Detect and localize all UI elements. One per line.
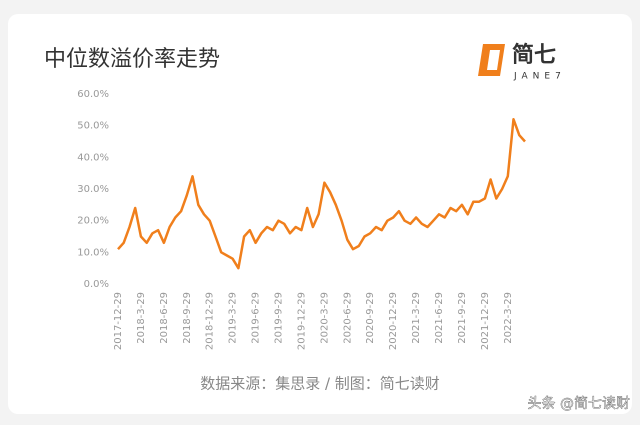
x-tick-label: 2019-6-29 — [251, 292, 262, 344]
y-tick-label: 50.0% — [77, 121, 109, 132]
x-tick-label: 2018-3-29 — [136, 292, 147, 344]
watermark: 头条 @简七读财 — [528, 395, 630, 412]
data-line — [117, 118, 526, 270]
chart-title: 中位数溢价率走势 — [44, 47, 220, 72]
y-tick-label: 10.0% — [77, 247, 109, 258]
x-tick-label: 2019-3-29 — [228, 292, 239, 344]
x-tick-label: 2020-9-29 — [365, 292, 376, 344]
x-tick-label: 2021-6-29 — [434, 292, 445, 344]
x-tick-label: 2018-12-29 — [205, 292, 216, 350]
y-tick-label: 40.0% — [77, 152, 109, 163]
x-tick-label: 2021-9-29 — [457, 292, 468, 344]
card — [8, 14, 632, 414]
x-tick-label: 2019-12-29 — [296, 292, 307, 350]
y-tick-label: 30.0% — [77, 184, 109, 195]
x-tick-label: 2020-6-29 — [342, 292, 353, 344]
logo-text: 简七 — [512, 42, 556, 68]
x-tick-label: 2022-3-29 — [503, 292, 514, 344]
x-tick-label: 2018-6-29 — [159, 292, 170, 344]
x-tick-label: 2019-9-29 — [274, 292, 285, 344]
logo-subtext: JANE7 — [513, 72, 566, 82]
y-tick-label: 0.0% — [84, 279, 109, 290]
x-tick-label: 2021-12-29 — [480, 292, 491, 350]
x-tick-label: 2017-12-29 — [113, 292, 124, 350]
source-note: 数据来源：集思录 / 制图：简七读财 — [200, 375, 440, 393]
x-tick-label: 2018-9-29 — [182, 292, 193, 344]
x-tick-label: 2020-3-29 — [319, 292, 330, 344]
y-tick-label: 20.0% — [77, 216, 109, 227]
y-tick-label: 60.0% — [77, 89, 109, 100]
x-tick-label: 2020-12-29 — [388, 292, 399, 350]
x-tick-label: 2021-3-29 — [411, 292, 422, 344]
logo-mark-inner — [487, 50, 500, 70]
